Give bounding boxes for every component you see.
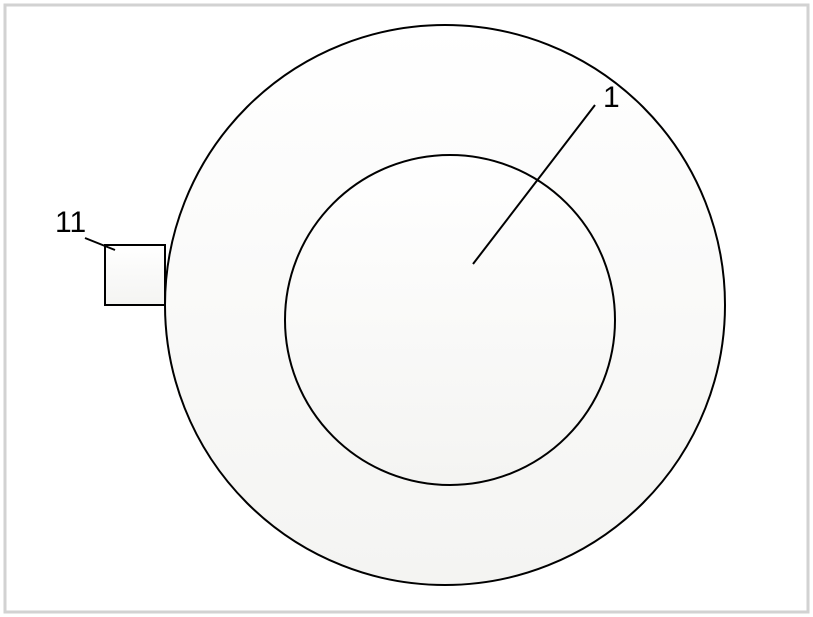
side-port: [105, 245, 165, 305]
inner-ring: [285, 155, 615, 485]
label-port: 11: [55, 206, 86, 239]
label-main: 1: [603, 81, 620, 114]
